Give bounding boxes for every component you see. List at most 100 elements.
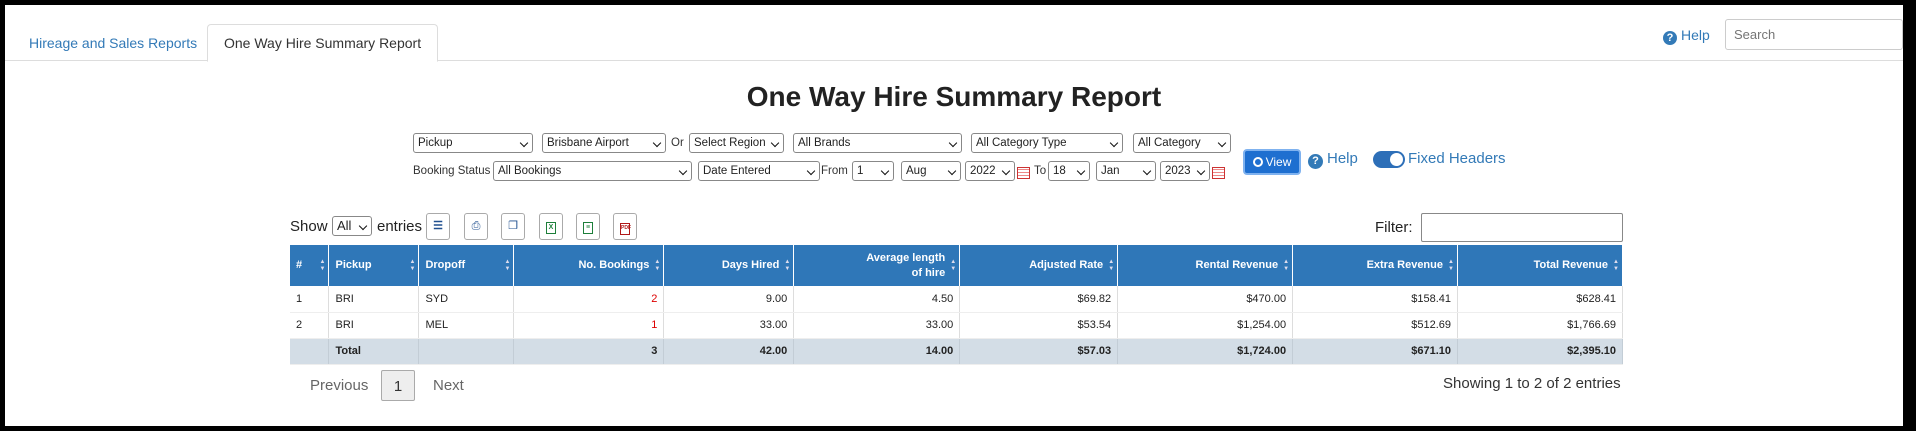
date-type-select[interactable]: Date Entered bbox=[698, 161, 820, 181]
help-label: Help bbox=[1681, 27, 1710, 43]
print-button[interactable]: ⎙ bbox=[464, 213, 488, 240]
page-title: One Way Hire Summary Report bbox=[746, 81, 1162, 112]
csv-export-button[interactable]: ≡ bbox=[576, 213, 600, 240]
cell-pickup: BRI bbox=[328, 286, 420, 313]
show-label: Show bbox=[290, 218, 328, 235]
showing-info: Showing 1 to 2 of 2 entries bbox=[1443, 375, 1621, 392]
pdf-icon: PDF bbox=[620, 223, 631, 235]
summary-table: # Pickup Dropoff No. Bookings Days Hired… bbox=[290, 245, 1623, 365]
table-row[interactable]: 1 BRI SYD 2 9.00 4.50 $69.82 $470.00 $15… bbox=[290, 286, 1623, 313]
printer-icon: ⎙ bbox=[471, 220, 481, 232]
tab-hireage-sales[interactable]: Hireage and Sales Reports bbox=[29, 35, 198, 51]
location-type-select[interactable]: Pickup bbox=[413, 133, 533, 153]
cell-dropoff: MEL bbox=[418, 312, 515, 339]
cell-bookings-link[interactable]: 2 bbox=[513, 286, 665, 313]
table-total-row: Total 3 42.00 14.00 $57.03 $1,724.00 $67… bbox=[290, 338, 1623, 365]
cell-rental-revenue: $470.00 bbox=[1117, 286, 1294, 313]
search-icon bbox=[1252, 157, 1263, 167]
filter-input[interactable] bbox=[1421, 213, 1623, 242]
cell-total-rate: $57.03 bbox=[959, 338, 1119, 365]
calendar-icon[interactable] bbox=[1017, 167, 1030, 179]
csv-icon: ≡ bbox=[583, 222, 593, 234]
col-header-dropoff[interactable]: Dropoff bbox=[418, 245, 515, 286]
fixed-headers-label: Fixed Headers bbox=[1408, 150, 1506, 167]
cell-number: 2 bbox=[290, 312, 330, 339]
cell-total-avg: 14.00 bbox=[793, 338, 961, 365]
cell-avg-length: 4.50 bbox=[793, 286, 961, 313]
cell-extra-revenue: $158.41 bbox=[1292, 286, 1458, 313]
next-button[interactable]: Next bbox=[433, 377, 464, 394]
table-header-row: # Pickup Dropoff No. Bookings Days Hired… bbox=[290, 245, 1623, 286]
or-label: Or bbox=[671, 137, 684, 149]
to-day-select[interactable]: 18 bbox=[1048, 161, 1090, 181]
location-select[interactable]: Brisbane Airport bbox=[542, 133, 666, 153]
copy-button[interactable]: ❐ bbox=[501, 213, 525, 240]
cell-empty bbox=[290, 338, 330, 365]
cell-adjusted-rate: $69.82 bbox=[959, 286, 1119, 313]
filter-help-link[interactable]: ? Help bbox=[1308, 149, 1358, 169]
help-label: Help bbox=[1327, 150, 1358, 167]
category-select[interactable]: All Category bbox=[1133, 133, 1231, 153]
previous-button[interactable]: Previous bbox=[310, 377, 369, 394]
category-type-select[interactable]: All Category Type bbox=[971, 133, 1123, 153]
cell-days-hired: 33.00 bbox=[663, 312, 795, 339]
excel-export-button[interactable]: X bbox=[539, 213, 563, 240]
cell-dropoff: SYD bbox=[418, 286, 515, 313]
page-1-button[interactable]: 1 bbox=[381, 370, 415, 401]
from-year-select[interactable]: 2022 bbox=[965, 161, 1015, 181]
cell-avg-length: 33.00 bbox=[793, 312, 961, 339]
table-row[interactable]: 2 BRI MEL 1 33.00 33.00 $53.54 $1,254.00… bbox=[290, 312, 1623, 339]
to-month-select[interactable]: Jan bbox=[1096, 161, 1156, 181]
cell-total-revenue: $1,766.69 bbox=[1457, 312, 1623, 339]
fixed-headers-toggle[interactable] bbox=[1373, 151, 1405, 168]
cell-total-extra: $671.10 bbox=[1292, 338, 1458, 365]
col-header-rental-revenue[interactable]: Rental Revenue bbox=[1117, 245, 1294, 286]
brand-select[interactable]: All Brands bbox=[793, 133, 962, 153]
cell-total-revenue: $2,395.10 bbox=[1457, 338, 1623, 365]
column-visibility-button[interactable]: ☰ bbox=[426, 213, 450, 240]
cell-total-label: Total bbox=[328, 338, 420, 365]
col-header-extra-revenue[interactable]: Extra Revenue bbox=[1292, 245, 1458, 286]
from-label: From bbox=[821, 165, 848, 177]
booking-status-select[interactable]: All Bookings bbox=[493, 161, 692, 181]
cell-total-revenue: $628.41 bbox=[1457, 286, 1623, 313]
cell-number: 1 bbox=[290, 286, 330, 313]
booking-status-label: Booking Status bbox=[413, 165, 491, 177]
tab-bar: Hireage and Sales Reports One Way Hire S… bbox=[5, 17, 1903, 62]
from-month-select[interactable]: Aug bbox=[901, 161, 961, 181]
app-frame: Hireage and Sales Reports One Way Hire S… bbox=[5, 5, 1903, 426]
pdf-export-button[interactable]: PDF bbox=[613, 213, 637, 240]
region-select[interactable]: Select Region bbox=[689, 133, 784, 153]
col-header-avg-length[interactable]: Average length of hire bbox=[793, 245, 961, 286]
col-header-adjusted-rate[interactable]: Adjusted Rate bbox=[959, 245, 1119, 286]
question-icon: ? bbox=[1308, 154, 1323, 169]
tab-one-way-hire[interactable]: One Way Hire Summary Report bbox=[207, 24, 439, 62]
filter-label: Filter: bbox=[1375, 219, 1413, 236]
cell-total-bookings: 3 bbox=[513, 338, 665, 365]
calendar-icon[interactable] bbox=[1212, 167, 1225, 179]
from-day-select[interactable]: 1 bbox=[852, 161, 894, 181]
cell-empty bbox=[418, 338, 515, 365]
copy-icon: ❐ bbox=[508, 220, 518, 232]
col-header-days-hired[interactable]: Days Hired bbox=[663, 245, 795, 286]
header-help-link[interactable]: ? Help bbox=[1663, 27, 1710, 45]
cell-days-hired: 9.00 bbox=[663, 286, 795, 313]
question-icon: ? bbox=[1663, 31, 1677, 45]
entries-select[interactable]: All bbox=[332, 216, 372, 236]
col-header-number[interactable]: # bbox=[290, 245, 330, 286]
to-year-select[interactable]: 2023 bbox=[1160, 161, 1210, 181]
col-header-bookings[interactable]: No. Bookings bbox=[513, 245, 665, 286]
col-header-total-revenue[interactable]: Total Revenue bbox=[1457, 245, 1623, 286]
view-button-label: View bbox=[1265, 155, 1292, 169]
view-button[interactable]: View bbox=[1243, 149, 1301, 175]
cell-bookings-link[interactable]: 1 bbox=[513, 312, 665, 339]
search-input[interactable] bbox=[1725, 19, 1903, 50]
col-header-pickup[interactable]: Pickup bbox=[328, 245, 420, 286]
cell-pickup: BRI bbox=[328, 312, 420, 339]
to-label: To bbox=[1034, 165, 1047, 177]
cell-rental-revenue: $1,254.00 bbox=[1117, 312, 1294, 339]
cell-extra-revenue: $512.69 bbox=[1292, 312, 1458, 339]
excel-icon: X bbox=[546, 222, 556, 234]
list-icon: ☰ bbox=[433, 220, 443, 232]
cell-total-rental: $1,724.00 bbox=[1117, 338, 1294, 365]
